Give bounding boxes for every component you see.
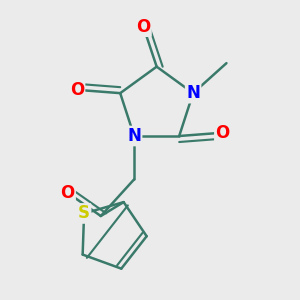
Text: O: O [215,124,230,142]
Text: N: N [127,127,141,145]
Text: O: O [136,18,151,36]
Text: S: S [78,205,90,223]
Text: N: N [186,84,200,102]
Text: O: O [60,184,75,202]
Text: O: O [70,81,84,99]
